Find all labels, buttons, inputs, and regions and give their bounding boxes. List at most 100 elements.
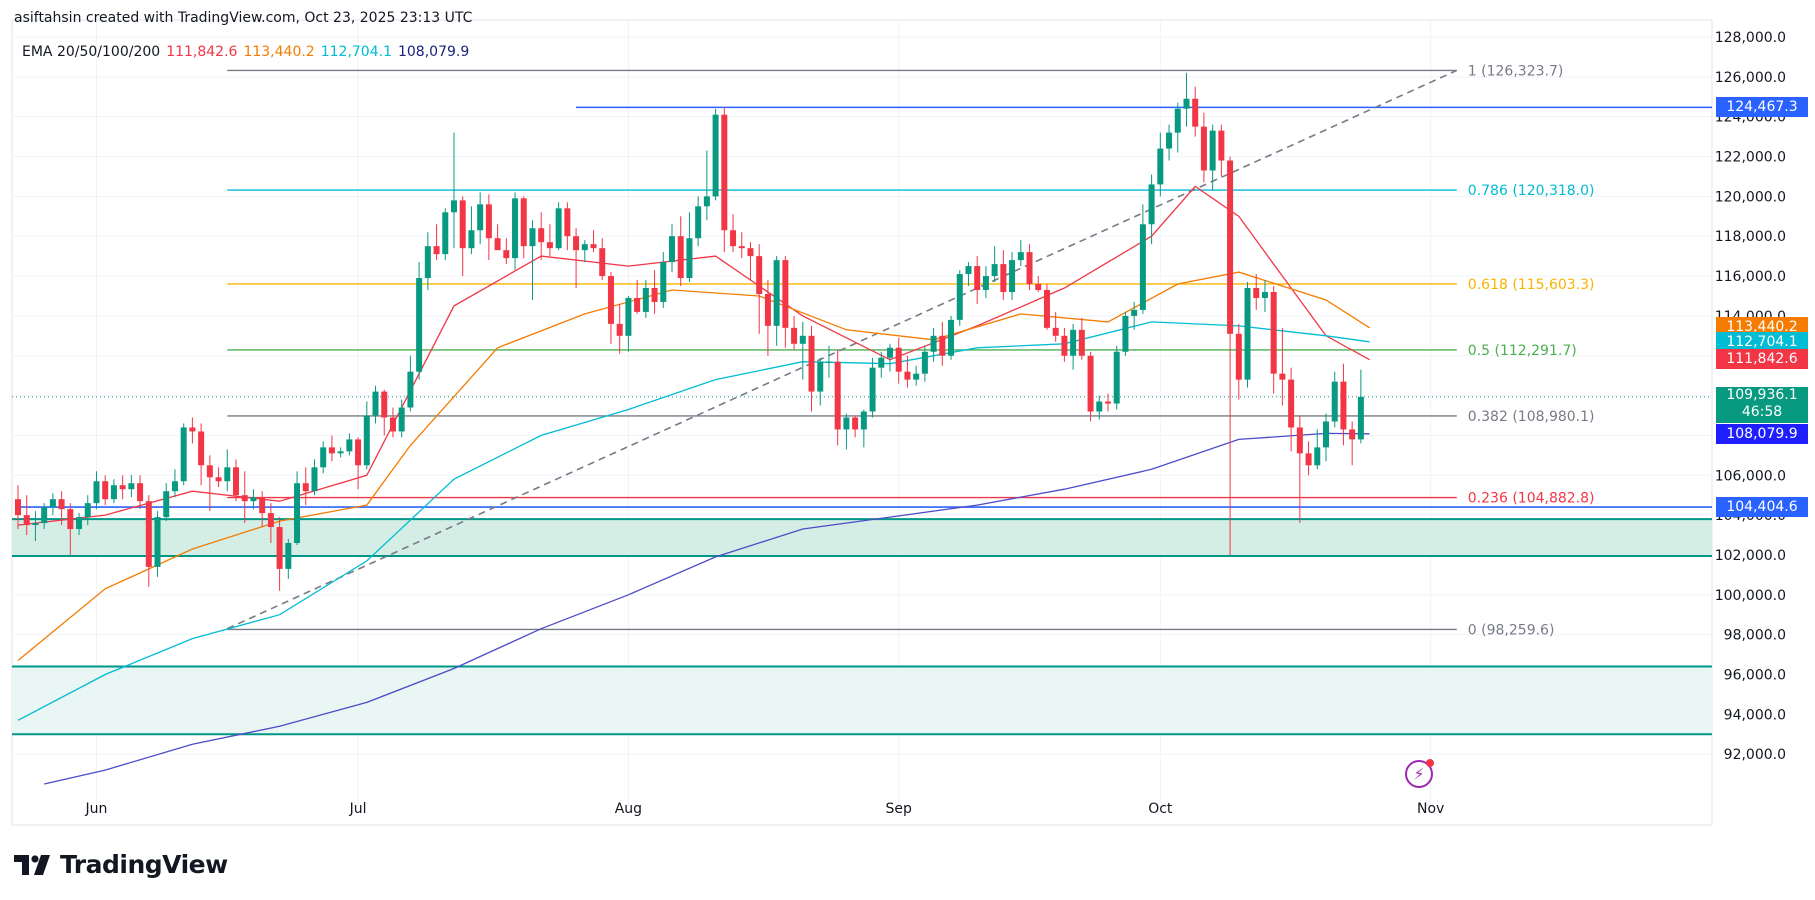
candle-body [913, 373, 920, 380]
candle-body [817, 361, 824, 392]
candle-body [1183, 98, 1190, 109]
candle-body [660, 262, 667, 302]
candle-body [67, 509, 74, 530]
candle [1043, 284, 1050, 330]
candle-body [372, 391, 379, 416]
candle-body [1052, 327, 1059, 336]
candle [67, 503, 74, 555]
candle-body [41, 507, 48, 524]
price-tag-value: 108,079.9 [1726, 425, 1798, 442]
candle [956, 270, 963, 326]
candle [1349, 421, 1356, 466]
candle-body [1227, 160, 1234, 334]
candle-body [520, 198, 527, 247]
tradingview-logo[interactable]: TradingView [14, 850, 228, 879]
candle [1183, 72, 1190, 127]
tradingview-logo-text: TradingView [60, 850, 228, 879]
candle [756, 244, 763, 334]
candle-body [311, 467, 318, 492]
candle-body [1174, 108, 1181, 133]
candle-body [189, 427, 196, 432]
candle-body [485, 204, 492, 239]
price-tag: 112,704.1 [1716, 331, 1808, 352]
candle [503, 238, 510, 265]
candle-body [1349, 429, 1356, 440]
candle-body [529, 228, 536, 247]
candle [1192, 86, 1199, 137]
candle [616, 303, 623, 354]
candle [84, 495, 91, 526]
candle-body [756, 256, 763, 294]
candle-body [1296, 427, 1303, 454]
candle [817, 357, 824, 406]
candles [15, 72, 1364, 591]
candle [93, 471, 100, 510]
price-tick-label: 128,000.0 [1715, 30, 1786, 46]
candle [1131, 301, 1138, 330]
candle-body [1000, 264, 1007, 292]
candle [555, 202, 562, 251]
candle-body [1288, 379, 1295, 428]
candle [389, 407, 396, 438]
candle [1105, 393, 1111, 412]
candle [529, 220, 536, 300]
candle [241, 471, 248, 524]
candle-body [1122, 315, 1129, 352]
fibonacci-retracement: 1 (126,323.7) 0.786 (120,318.0) 0.618 (115… [227, 63, 1595, 638]
candle-body [180, 427, 187, 482]
candle [712, 108, 719, 201]
candle [703, 150, 710, 221]
ema-legend-title: EMA 20/50/100/200 [22, 44, 161, 60]
fib-label-0-5: 0.5 (112,291.7) [1468, 343, 1577, 359]
candle-body [843, 417, 850, 430]
price-tag: 108,079.9 [1716, 423, 1808, 444]
candle-body [407, 371, 414, 408]
lightning-icon[interactable]: ⚡ [1405, 759, 1434, 788]
price-tag-value: 109,936.1 [1726, 386, 1798, 403]
candle [825, 345, 832, 378]
fib-label-0-236: 0.236 (104,882.8) [1468, 491, 1595, 507]
candle [747, 242, 754, 281]
ema-legend[interactable]: EMA 20/50/100/200 111,842.6 113,440.2 11… [22, 44, 469, 60]
candle-body [233, 467, 239, 496]
candle [1261, 280, 1268, 312]
candle [834, 349, 841, 446]
fib-label-1: 1 (126,323.7) [1468, 63, 1564, 79]
candle [363, 401, 370, 470]
ema-100-value: 112,704.1 [320, 44, 392, 60]
candle-body [398, 407, 405, 432]
candle [520, 196, 527, 259]
candle-body [494, 238, 501, 251]
time-tick-label: Oct [1148, 801, 1173, 817]
candle-body [285, 542, 292, 569]
candle-body [939, 335, 946, 356]
candle [198, 423, 205, 486]
candle-body [433, 246, 440, 255]
candle [76, 513, 83, 536]
candle [1070, 323, 1077, 370]
candle [1270, 286, 1277, 394]
candle [1235, 323, 1242, 400]
candle-body [128, 483, 135, 490]
candle-body [163, 491, 170, 518]
price-tag: 109,936.1 46:58 [1716, 386, 1808, 423]
price-tick-label: 102,000.0 [1715, 548, 1786, 564]
candle [1026, 244, 1033, 290]
candle [590, 230, 597, 253]
candle [599, 238, 606, 281]
candle-body [1070, 329, 1077, 356]
candle [451, 132, 457, 249]
candle [512, 192, 519, 271]
candle-body [294, 483, 301, 543]
candle [1218, 124, 1225, 177]
candle-body [948, 319, 955, 356]
candle [887, 343, 893, 372]
price-tick-label: 122,000.0 [1715, 150, 1786, 166]
candle [137, 475, 144, 510]
candle-body [93, 481, 100, 504]
price-tick-label: 94,000.0 [1724, 707, 1786, 723]
candle [878, 351, 885, 378]
candle [573, 228, 580, 289]
time-axis[interactable]: Jun Jul Aug Sep Oct Nov [85, 801, 1445, 817]
